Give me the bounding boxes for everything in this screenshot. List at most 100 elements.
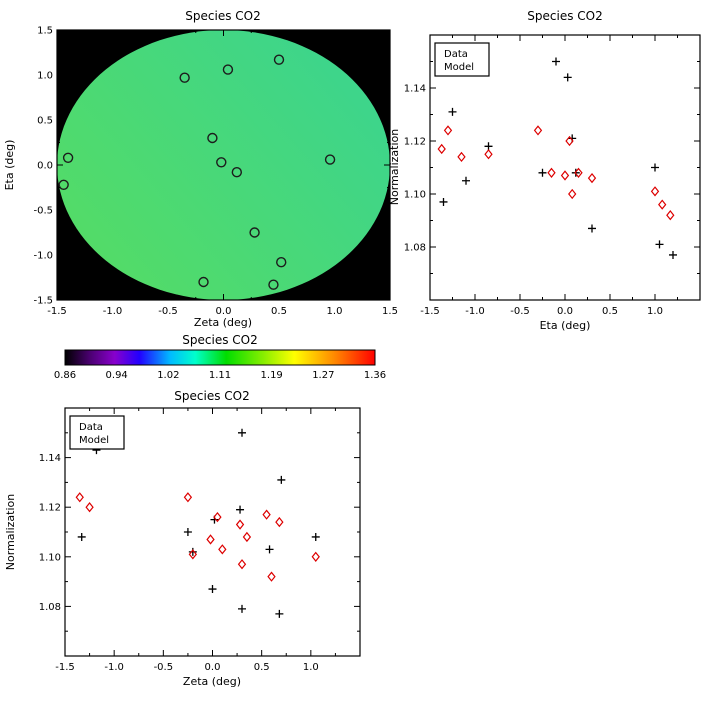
model-point-diamond — [547, 167, 556, 178]
map-y-axis-label: Eta (deg) — [3, 140, 16, 191]
model-point-diamond — [574, 167, 583, 178]
colorbar-tick-label: 1.02 — [157, 370, 179, 381]
y-tick-label: 1.10 — [39, 552, 61, 563]
x-tick-label: -0.5 — [154, 662, 174, 673]
y-tick-label: 1.10 — [404, 190, 426, 201]
legend-box — [69, 415, 125, 450]
plot-frame — [56, 29, 391, 301]
data-point-plus — [77, 532, 86, 541]
x-tick-label: -0.5 — [510, 306, 530, 317]
sample-position-marker — [231, 166, 243, 178]
zeta-plot-group: -1.5 -1.0 -0.5 0.0 0.5 1.0 1.08 1.10 1.12 1.14 Dat… — [39, 407, 361, 673]
model-point-diamond — [275, 516, 284, 528]
model-point-diamond — [658, 199, 667, 210]
colorbar-gradient — [64, 349, 376, 366]
sample-position-marker — [58, 179, 69, 191]
x-tick-label: -1.5 — [55, 662, 75, 673]
data-point-plus — [265, 545, 274, 554]
model-point-diamond — [311, 551, 320, 562]
data-point-plus — [236, 505, 245, 514]
x-tick-label: 1.5 — [382, 306, 398, 317]
x-tick-label: 0.5 — [254, 662, 270, 673]
model-point-diamond — [565, 135, 574, 147]
y-tick-label: 1.08 — [39, 602, 61, 613]
x-tick-label: -0.5 — [158, 306, 178, 317]
colorbar-tick-label: 1.36 — [364, 370, 386, 381]
sample-position-marker — [324, 154, 336, 165]
colorbar-title: Species CO2 — [182, 333, 257, 347]
model-point-diamond — [587, 172, 597, 184]
model-point-diamond — [484, 149, 493, 160]
x-tick-label: 0.0 — [557, 306, 573, 317]
y-tick-label: 1.5 — [37, 26, 53, 37]
sample-position-marker — [222, 64, 234, 75]
data-point-plus — [669, 250, 677, 259]
colorbar-tick-label: 1.19 — [261, 370, 283, 381]
x-tick-label: -1.0 — [103, 306, 123, 317]
eta-plot-group: -1.5 -1.0 -0.5 0.0 0.5 1.0 1.08 1.10 1.12 1.14 Dat… — [404, 34, 701, 317]
zeta-scatter-panel: -1.5 -1.0 -0.5 0.0 0.5 1.0 1.08 1.10 1.12 1.14 Dat… — [4, 389, 361, 688]
data-point-plus — [563, 73, 572, 82]
data-point-plus — [275, 609, 284, 618]
data-point-plus — [552, 57, 560, 66]
x-tick-label: 1.0 — [327, 306, 343, 317]
x-tick-label: -1.0 — [465, 306, 485, 317]
x-tick-label: 0.0 — [205, 662, 221, 673]
x-tick-label: 0.5 — [602, 306, 618, 317]
y-tick-label: 1.08 — [404, 243, 426, 254]
eta-plot-title: Species CO2 — [527, 9, 602, 23]
model-point-diamond — [443, 125, 453, 136]
x-tick-label: -1.0 — [104, 662, 124, 673]
sample-position-marker — [198, 276, 209, 288]
legend-box — [434, 42, 490, 77]
y-tick-label: 1.12 — [404, 137, 426, 148]
y-tick-label: 1.14 — [39, 453, 61, 464]
field-disk — [57, 30, 390, 300]
sample-position-marker — [268, 279, 279, 290]
y-tick-label: 1.14 — [404, 84, 426, 95]
data-point-plus — [484, 142, 493, 151]
x-tick-label: -1.5 — [47, 306, 67, 317]
model-point-diamond — [568, 188, 577, 200]
model-point-diamond — [533, 125, 543, 136]
model-point-diamond — [262, 509, 271, 520]
model-point-diamond — [560, 170, 570, 181]
data-point-plus — [238, 428, 246, 437]
species-map-panel: -1.5 -1.0 -0.5 0.0 0.5 1.0 1.5 -1.5 -1.0 -0.5 0.0 0… — [3, 9, 398, 329]
x-tick-label: 1.0 — [647, 306, 663, 317]
data-point-plus — [439, 197, 448, 206]
data-point-plus — [651, 163, 659, 172]
model-point-diamond — [183, 492, 193, 503]
model-point-diamond — [437, 143, 446, 155]
data-point-plus — [277, 475, 286, 484]
model-point-diamond — [218, 544, 227, 555]
eta-y-axis-label: Normalization — [388, 129, 401, 205]
data-point-plus — [462, 176, 470, 185]
model-point-diamond — [267, 571, 276, 582]
data-point-plus — [238, 604, 246, 613]
map-x-axis-label: Zeta (deg) — [194, 316, 252, 329]
sample-position-marker — [249, 227, 260, 238]
model-point-diamond — [213, 511, 222, 523]
data-point-plus — [655, 240, 664, 249]
eta-scatter-panel: -1.5 -1.0 -0.5 0.0 0.5 1.0 1.08 1.10 1.12 1.14 Dat… — [388, 9, 701, 332]
sample-position-marker — [207, 132, 218, 144]
zeta-x-axis-label: Zeta (deg) — [183, 675, 241, 688]
x-tick-label: 0.5 — [271, 306, 287, 317]
sample-position-marker — [179, 72, 190, 83]
colorbar-panel: 0.86 0.94 1.02 1.11 1.19 1.27 1.36 Species CO2 — [54, 333, 386, 381]
plot-frame — [64, 407, 361, 657]
x-tick-label: 1.0 — [303, 662, 319, 673]
legend-label-data: Data — [79, 422, 103, 433]
map-title: Species CO2 — [185, 9, 260, 23]
model-point-diamond — [206, 534, 215, 545]
y-tick-label: -0.5 — [33, 206, 53, 217]
colorbar-tick-label: 1.27 — [312, 370, 334, 381]
y-tick-label: 1.0 — [37, 71, 53, 82]
legend-label-data: Data — [444, 49, 468, 60]
data-point-plus — [311, 532, 320, 541]
colorbar-group: 0.86 0.94 1.02 1.11 1.19 1.27 1.36 — [54, 349, 386, 381]
eta-x-axis-label: Eta (deg) — [540, 319, 591, 332]
model-point-diamond — [666, 210, 675, 221]
